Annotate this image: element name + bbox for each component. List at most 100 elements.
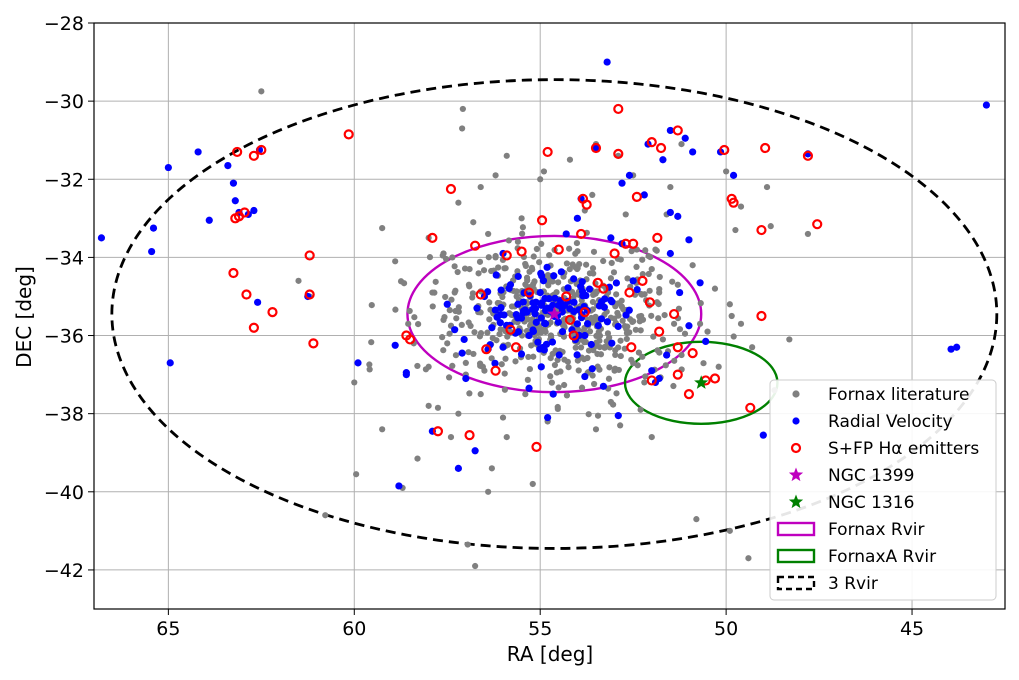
halpha-point [598, 283, 609, 294]
literature-point [514, 245, 521, 252]
literature-point [592, 426, 600, 433]
velocity-point [947, 345, 955, 353]
literature-point [476, 258, 484, 265]
halpha-point [561, 291, 572, 302]
velocity-point [666, 249, 674, 258]
literature-point [566, 156, 574, 163]
halpha-point [475, 289, 486, 300]
literature-point [676, 326, 684, 333]
literature-point [566, 266, 573, 273]
literature-point [258, 88, 265, 95]
literature-point [488, 465, 495, 472]
velocity-point [577, 283, 585, 291]
literature-point [572, 250, 579, 257]
literature-point [425, 402, 432, 409]
halpha-point [760, 142, 771, 154]
literature-point [648, 434, 655, 441]
velocity-point [519, 298, 527, 306]
literature-point [447, 434, 455, 441]
velocity-point [536, 288, 544, 297]
literature-point [431, 289, 438, 296]
halpha-point [672, 342, 683, 353]
halpha-point [248, 150, 259, 161]
velocity-point [224, 161, 232, 170]
velocity-point [514, 328, 523, 336]
literature-point [429, 303, 436, 310]
literature-point [451, 263, 458, 270]
literature-point [613, 291, 620, 298]
literature-point [446, 307, 453, 314]
halpha-point [812, 219, 823, 230]
literature-point [573, 239, 581, 247]
velocity-point [633, 285, 641, 294]
literature-point [639, 256, 646, 263]
legend-item: NGC 1399 [788, 466, 914, 486]
velocity-point [541, 320, 550, 328]
literature-point [596, 366, 603, 373]
literature-point [648, 266, 655, 273]
literature-point [470, 219, 477, 226]
x-axis-label: RA [deg] [507, 642, 593, 666]
literature-point [442, 293, 449, 301]
velocity-point [514, 272, 522, 281]
halpha-point [672, 369, 683, 380]
literature-point [540, 168, 548, 175]
literature-point [501, 386, 508, 393]
literature-point [477, 362, 484, 369]
literature-point [485, 230, 492, 238]
literature-point [612, 351, 619, 358]
literature-point [728, 312, 735, 320]
halpha-point [579, 306, 590, 318]
halpha-point [631, 191, 642, 202]
circle-3-rvir [110, 78, 999, 550]
literature-point [607, 275, 615, 282]
velocity-point [354, 359, 362, 367]
velocity-point [587, 340, 595, 349]
literature-point [678, 351, 685, 359]
y-axis-label: DEC [deg] [12, 266, 36, 368]
literature-point [405, 320, 412, 327]
literature-point [715, 363, 722, 370]
literature-point [642, 373, 649, 380]
literature-point [439, 334, 446, 341]
halpha-point [404, 334, 416, 345]
velocity-point [564, 284, 572, 292]
literature-point [488, 355, 495, 362]
velocity-point [625, 171, 634, 179]
star-ngc-1399 [547, 306, 562, 321]
literature-point [641, 379, 648, 386]
star-ngc-1316 [694, 375, 709, 389]
x-tick-label: 45 [900, 618, 924, 640]
halpha-point [756, 310, 767, 322]
literature-point [569, 261, 576, 268]
legend-label: NGC 1399 [828, 466, 914, 486]
literature-point [612, 365, 619, 372]
literature-point [648, 312, 655, 319]
halpha-point [445, 183, 457, 195]
x-tick-label: 55 [528, 618, 552, 640]
velocity-point [625, 306, 633, 314]
literature-point [645, 253, 652, 260]
literature-point [514, 238, 521, 245]
literature-point [524, 376, 531, 383]
velocity-point [391, 341, 399, 349]
literature-point [488, 267, 495, 275]
legend-label: NGC 1316 [828, 493, 914, 513]
halpha-point [576, 228, 587, 240]
literature-point [452, 307, 459, 315]
literature-point [467, 322, 474, 330]
literature-point [669, 278, 676, 285]
literature-point [533, 245, 540, 253]
literature-point [555, 384, 562, 391]
velocity-point [149, 224, 158, 232]
halpha-point [745, 402, 756, 413]
literature-point [512, 358, 519, 365]
literature-point [723, 168, 730, 175]
literature-point [594, 412, 602, 419]
legend-ring-marker [790, 442, 802, 454]
literature-point [589, 191, 596, 198]
legend: Fornax literature Radial Velocity S+FP Hα … [769, 379, 997, 601]
velocity-point [583, 320, 592, 328]
halpha-point [590, 142, 602, 154]
velocity-point [585, 285, 594, 293]
